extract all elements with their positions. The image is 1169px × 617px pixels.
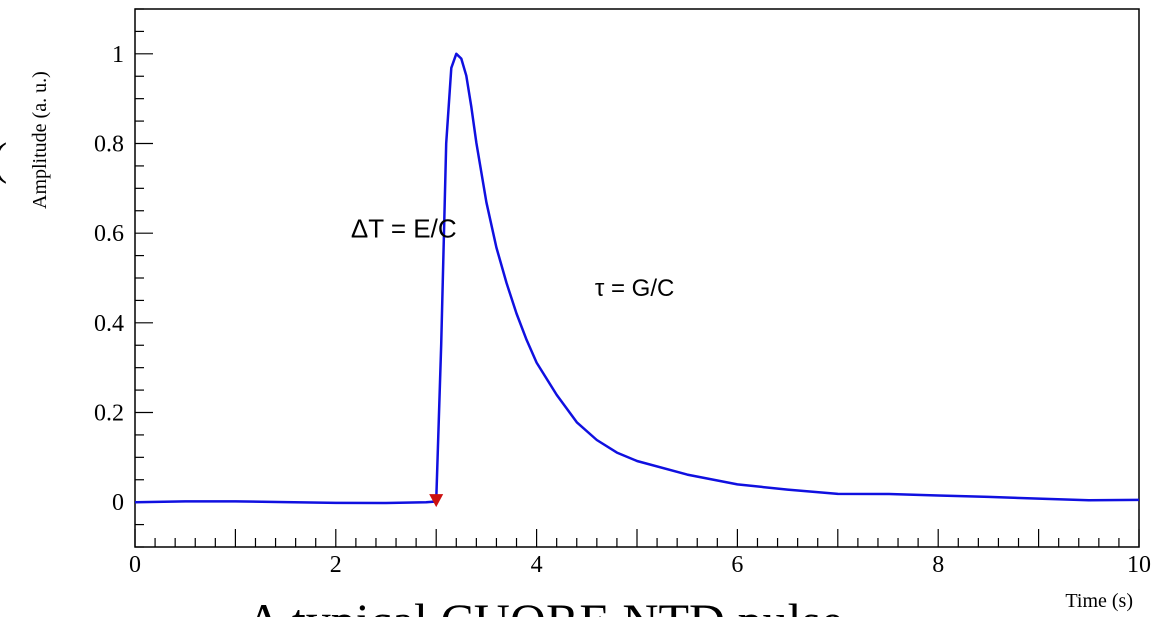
x-tick-label: 10 <box>1127 552 1151 578</box>
delta-t-annotation: ΔT = E/C <box>351 214 457 244</box>
trigger-marker <box>429 494 444 508</box>
x-tick-label: 4 <box>531 552 543 578</box>
figure-caption: A typical CUORE NTD pulse <box>246 596 843 617</box>
y-tick-label: 1 <box>112 42 124 68</box>
axis-ticks <box>134 8 1140 548</box>
x-tick-labels: 0 2 4 6 8 10 <box>129 552 1151 578</box>
y-tick-label: 0 <box>112 490 124 516</box>
x-axis-label: Time (s) <box>1065 590 1133 612</box>
y-tick-label: 0.2 <box>94 401 124 427</box>
side-fragment-clip: ( <box>0 136 10 186</box>
x-tick-label: 8 <box>932 552 944 578</box>
x-tick-label: 0 <box>129 552 141 578</box>
tau-annotation: τ = G/C <box>595 275 675 302</box>
cut-off-side-text: ( <box>0 136 7 182</box>
y-axis-label: Amplitude (a. u.) <box>29 71 51 209</box>
pulse-series-line <box>134 52 1140 505</box>
x-tick-label: 6 <box>731 552 743 578</box>
y-tick-label: 0.6 <box>94 221 124 247</box>
y-tick-labels: 0 0.2 0.4 0.6 0.8 1 <box>94 42 124 516</box>
x-tick-label: 2 <box>330 552 342 578</box>
y-tick-label: 0.8 <box>94 132 124 158</box>
caption-clip: A typical CUORE NTD pulse <box>0 596 1169 617</box>
y-tick-label: 0.4 <box>94 311 124 337</box>
